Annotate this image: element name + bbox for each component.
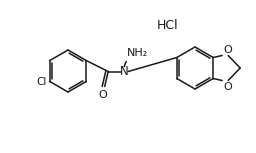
Text: HCl: HCl: [157, 19, 179, 32]
Text: O: O: [223, 45, 232, 54]
Text: NH₂: NH₂: [127, 47, 148, 58]
Text: O: O: [223, 82, 232, 91]
Text: Cl: Cl: [36, 76, 47, 86]
Text: O: O: [99, 90, 108, 99]
Text: N: N: [120, 65, 129, 78]
